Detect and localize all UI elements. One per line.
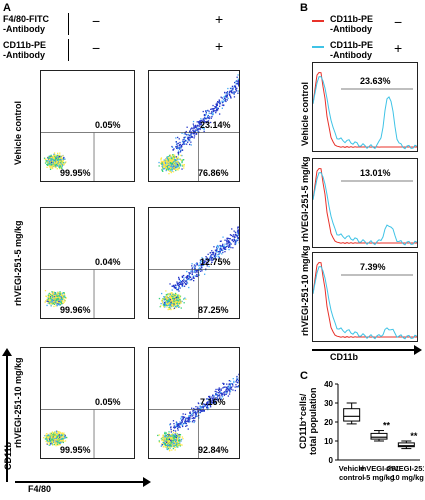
legend-red-line xyxy=(312,20,324,22)
panel-a-letter: A xyxy=(3,2,11,14)
panel-b-letter: B xyxy=(300,2,308,14)
quadrant-bottom-pct: 92.84% xyxy=(198,445,229,455)
legend-red-label: CD11b-PE -Antibody xyxy=(330,14,374,34)
dot-cloud xyxy=(41,269,134,318)
box-iqr xyxy=(343,408,361,422)
legend-blue-label: CD11b-PE -Antibody xyxy=(330,40,374,60)
f480-antibody-label: F4/80-FITC -Antibody xyxy=(3,14,50,34)
x-category-label: Vehicle xyxy=(339,464,365,473)
row-label-10mg: rhVEGI-251-10 mg/kg xyxy=(13,357,23,448)
y-tick-label: 10 xyxy=(324,437,333,446)
cd11b-axis-label-b: CD11b xyxy=(330,352,359,362)
x-category-label: rhVEGI-251 xyxy=(359,464,399,473)
plus-sign-f480: + xyxy=(215,11,224,27)
f480-axis-label: F4/80 xyxy=(28,484,52,494)
histogram-blue-line xyxy=(313,76,417,150)
f480-arrow-head xyxy=(143,477,151,487)
hist-row-label: rhVEGI-251-5 mg/kg xyxy=(300,156,310,242)
hist-row-label: Vehicle control xyxy=(300,81,310,146)
plus-sign-cd11b: + xyxy=(215,38,224,54)
quadrant-top-pct: 7.16% xyxy=(200,396,226,407)
significance-label: ** xyxy=(410,431,418,441)
box-iqr xyxy=(370,432,388,440)
cd11b-axis-label: CD11b xyxy=(3,441,13,470)
dot-plot-r0-c0 xyxy=(40,70,135,182)
dot-plot-r2-c0 xyxy=(40,347,135,459)
histogram-blue-line xyxy=(313,266,417,340)
histogram-red-line xyxy=(313,71,417,148)
histogram-red-line xyxy=(313,167,417,244)
histogram-0 xyxy=(312,62,418,152)
quadrant-bottom-pct: 99.96% xyxy=(60,305,91,315)
quadrant-bottom-pct: 87.25% xyxy=(198,305,229,315)
quadrant-bottom-pct: 76.86% xyxy=(198,168,229,178)
x-category-label: -10 mg/kg xyxy=(389,473,424,482)
dot-plot-r2-c1 xyxy=(148,347,240,459)
histogram-blue-line xyxy=(313,172,417,246)
minus-sign-f480: − xyxy=(92,13,101,29)
y-tick-label: 20 xyxy=(324,418,333,427)
histogram-2 xyxy=(312,252,418,342)
hist-row-label: rhVEGI-251-10 mg/kg xyxy=(300,245,310,336)
cd11b-axis-arrow xyxy=(6,352,8,482)
legend-blue-line xyxy=(312,46,324,48)
cd11b-arrow-head-b xyxy=(414,345,422,355)
quadrant-bottom-pct: 99.95% xyxy=(60,168,91,178)
dot-cloud xyxy=(149,373,239,458)
cd11b-antibody-label: CD11b-PE -Antibody xyxy=(3,40,47,60)
quadrant-bottom-pct: 99.95% xyxy=(60,445,91,455)
header-divider-2 xyxy=(68,39,69,61)
box-ylabel: CD11b⁺cells/ total population xyxy=(298,387,318,456)
y-tick-label: 0 xyxy=(329,456,334,465)
significance-label: ** xyxy=(383,421,391,431)
dot-plot-r1-c0 xyxy=(40,207,135,319)
f480-axis-arrow xyxy=(15,481,145,483)
x-category-label: -5 mg/kg xyxy=(364,473,395,482)
legend-red-sign: − xyxy=(394,14,403,30)
hist-gate-pct: 7.39% xyxy=(360,262,386,272)
y-tick-label: 40 xyxy=(324,380,333,389)
y-tick-label: 30 xyxy=(324,399,333,408)
dot-plot-r0-c1 xyxy=(148,70,240,182)
dot-plot-r1-c1 xyxy=(148,207,240,319)
dot-cloud xyxy=(149,74,239,181)
dot-cloud xyxy=(41,132,134,181)
hist-gate-pct: 23.63% xyxy=(360,76,391,86)
cd11b-arrow-head xyxy=(2,348,12,356)
quadrant-top-pct: 0.05% xyxy=(95,119,121,130)
dot-cloud xyxy=(41,409,134,458)
hist-gate-pct: 13.01% xyxy=(360,168,391,178)
row-label-5mg: rhVEGI-251-5 mg/kg xyxy=(13,220,23,306)
dot-cloud xyxy=(149,226,239,318)
histogram-1 xyxy=(312,158,418,248)
panel-c-letter: C xyxy=(300,370,308,382)
minus-sign-cd11b: − xyxy=(92,40,101,56)
legend-blue-sign: + xyxy=(394,40,403,56)
x-category-label: control xyxy=(339,473,364,482)
quadrant-top-pct: 12.75% xyxy=(200,256,231,267)
box-iqr xyxy=(397,442,415,448)
quadrant-top-pct: 23.14% xyxy=(200,119,231,130)
histogram-red-line xyxy=(313,261,417,338)
cd11b-axis-arrow-b xyxy=(312,349,416,351)
x-category-label: rhVEGI-251 xyxy=(386,464,424,473)
quadrant-top-pct: 0.05% xyxy=(95,396,121,407)
row-label-vehicle: Vehicle control xyxy=(13,100,23,165)
header-divider xyxy=(68,13,69,35)
quadrant-top-pct: 0.04% xyxy=(95,256,121,267)
